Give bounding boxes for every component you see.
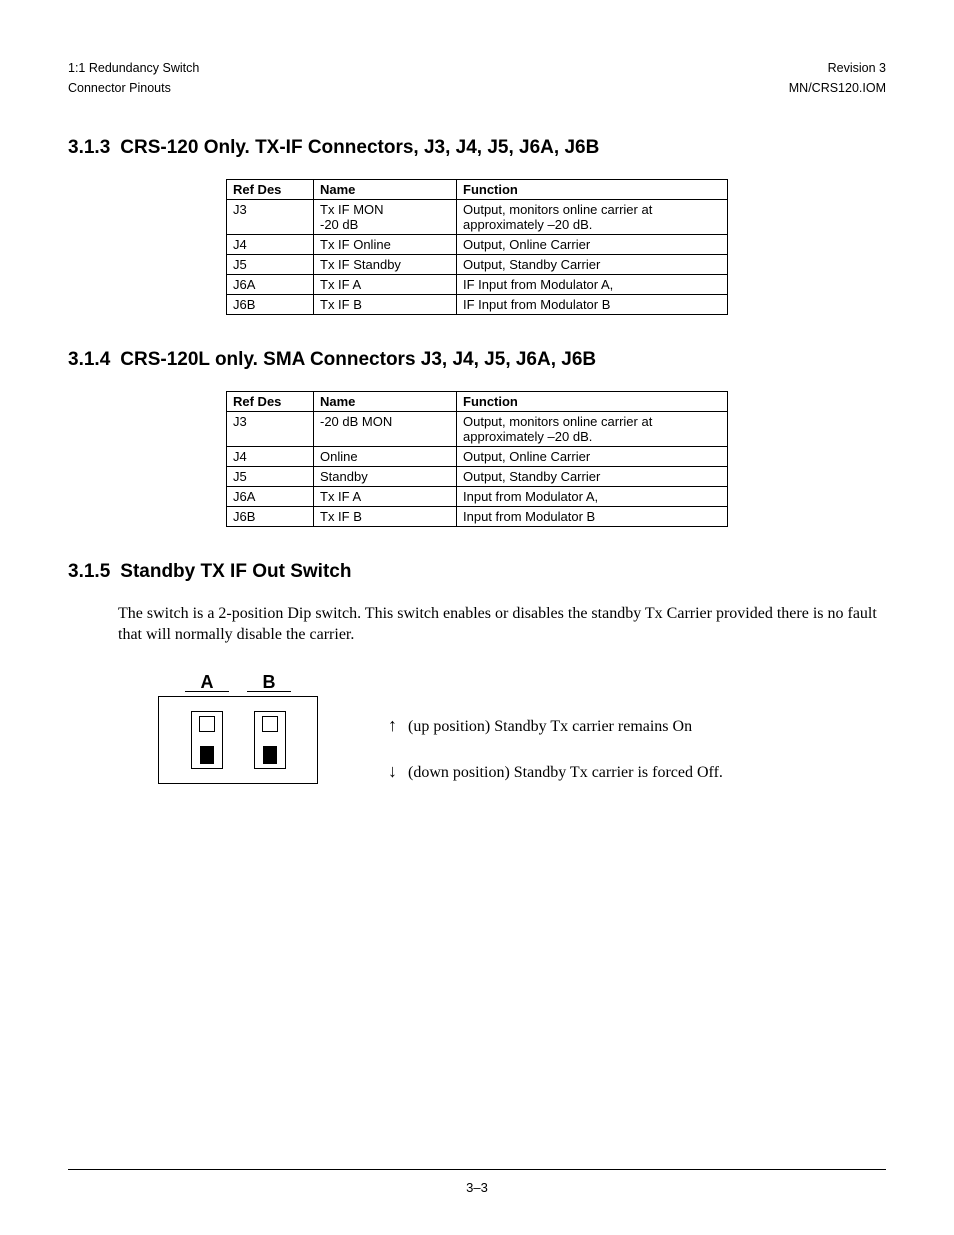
arrow-down-icon: ↓ (388, 748, 404, 795)
page-footer: 3–3 (68, 1169, 886, 1195)
heading-3-1-4: 3.1.4 CRS-120L only. SMA Connectors J3, … (68, 349, 886, 371)
th-func: Function (457, 391, 728, 411)
cell-name: Tx IF Standby (314, 254, 457, 274)
cell-refdes: J5 (227, 466, 314, 486)
th-name: Name (314, 179, 457, 199)
page-container: 1:1 Redundancy Switch Revision 3 Connect… (0, 0, 954, 1235)
cell-function: Output, Standby Carrier (457, 254, 728, 274)
heading-num-315: 3.1.5 (68, 561, 110, 583)
cell-name: -20 dB MON (314, 411, 457, 446)
th-refdes: Ref Des (227, 179, 314, 199)
th-name: Name (314, 391, 457, 411)
header-left-2: Connector Pinouts (68, 80, 171, 96)
cell-name: Tx IF Online (314, 234, 457, 254)
table-313: Ref Des Name Function J3Tx IF MON -20 dB… (226, 179, 728, 315)
dip-slider-bottom-b (263, 746, 277, 764)
cell-name: Tx IF A (314, 274, 457, 294)
table-row: J6BTx IF BInput from Modulator B (227, 506, 728, 526)
header-left-1: 1:1 Redundancy Switch (68, 60, 199, 76)
cell-name: Online (314, 446, 457, 466)
header-row-1: 1:1 Redundancy Switch Revision 3 (68, 60, 886, 76)
cell-refdes: J6B (227, 506, 314, 526)
cell-name: Tx IF B (314, 294, 457, 314)
cell-name: Tx IF MON -20 dB (314, 199, 457, 234)
cell-refdes: J3 (227, 199, 314, 234)
table-314-body: J3-20 dB MONOutput, monitors online carr… (227, 411, 728, 526)
cell-function: Input from Modulator B (457, 506, 728, 526)
cell-name: Tx IF A (314, 486, 457, 506)
table-row: J5StandbyOutput, Standby Carrier (227, 466, 728, 486)
heading-num-313: 3.1.3 (68, 137, 110, 159)
table-row: J6ATx IF AIF Input from Modulator A, (227, 274, 728, 294)
cell-refdes: J3 (227, 411, 314, 446)
cell-function: Output, monitors online carrier at appro… (457, 199, 728, 234)
dip-slot-b (254, 711, 286, 769)
heading-title-313: CRS-120 Only. TX-IF Connectors, J3, J4, … (120, 137, 599, 159)
cell-function: Input from Modulator A, (457, 486, 728, 506)
switch-figure-row: A B ↑ (up position) Stand (158, 672, 886, 796)
switch-up-text: (up position) Standby Tx carrier remains… (408, 718, 692, 735)
cell-function: IF Input from Modulator B (457, 294, 728, 314)
page-header: 1:1 Redundancy Switch Revision 3 Connect… (68, 60, 886, 97)
table-row: J6ATx IF AInput from Modulator A, (227, 486, 728, 506)
switch-down-text: (down position) Standby Tx carrier is fo… (408, 764, 723, 781)
dip-underline-b (247, 691, 291, 692)
header-right-1: Revision 3 (828, 60, 886, 76)
dip-underline-a (185, 691, 229, 692)
cell-refdes: J6B (227, 294, 314, 314)
cell-refdes: J6A (227, 274, 314, 294)
dip-outer-frame (158, 696, 318, 784)
cell-function: Output, monitors online carrier at appro… (457, 411, 728, 446)
switch-description: ↑ (up position) Standby Tx carrier remai… (388, 672, 723, 796)
dip-label-b: B (263, 672, 276, 693)
table-314: Ref Des Name Function J3-20 dB MONOutput… (226, 391, 728, 527)
dip-slot-a (191, 711, 223, 769)
body-text-315: The switch is a 2-position Dip switch. T… (118, 603, 886, 646)
th-refdes: Ref Des (227, 391, 314, 411)
heading-num-314: 3.1.4 (68, 349, 110, 371)
table-313-body: J3Tx IF MON -20 dBOutput, monitors onlin… (227, 199, 728, 314)
dip-slider-top-a (199, 716, 215, 732)
heading-3-1-5: 3.1.5 Standby TX IF Out Switch (68, 561, 886, 583)
table-header-row: Ref Des Name Function (227, 179, 728, 199)
dip-slider-bottom-a (200, 746, 214, 764)
cell-refdes: J4 (227, 234, 314, 254)
switch-down-line: ↓ (down position) Standby Tx carrier is … (388, 748, 723, 795)
cell-refdes: J4 (227, 446, 314, 466)
heading-3-1-3: 3.1.3 CRS-120 Only. TX-IF Connectors, J3… (68, 137, 886, 159)
cell-function: IF Input from Modulator A, (457, 274, 728, 294)
table-row: J3Tx IF MON -20 dBOutput, monitors onlin… (227, 199, 728, 234)
th-func: Function (457, 179, 728, 199)
switch-up-line: ↑ (up position) Standby Tx carrier remai… (388, 702, 723, 749)
heading-title-314: CRS-120L only. SMA Connectors J3, J4, J5… (120, 349, 596, 371)
cell-function: Output, Standby Carrier (457, 466, 728, 486)
arrow-up-icon: ↑ (388, 702, 404, 749)
table-row: J6BTx IF BIF Input from Modulator B (227, 294, 728, 314)
cell-refdes: J6A (227, 486, 314, 506)
table-row: J4OnlineOutput, Online Carrier (227, 446, 728, 466)
heading-title-315: Standby TX IF Out Switch (120, 561, 351, 583)
header-right-2: MN/CRS120.IOM (789, 80, 886, 96)
table-row: J3-20 dB MONOutput, monitors online carr… (227, 411, 728, 446)
dip-label-underlines (158, 691, 318, 692)
cell-refdes: J5 (227, 254, 314, 274)
dip-slider-top-b (262, 716, 278, 732)
table-row: J5Tx IF StandbyOutput, Standby Carrier (227, 254, 728, 274)
table-row: J4Tx IF OnlineOutput, Online Carrier (227, 234, 728, 254)
table-header-row: Ref Des Name Function (227, 391, 728, 411)
cell-name: Standby (314, 466, 457, 486)
cell-name: Tx IF B (314, 506, 457, 526)
page-number: 3–3 (466, 1180, 488, 1195)
dip-labels: A B (158, 672, 318, 693)
cell-function: Output, Online Carrier (457, 446, 728, 466)
header-row-2: Connector Pinouts MN/CRS120.IOM (68, 80, 886, 96)
dip-switch-diagram: A B (158, 672, 318, 780)
cell-function: Output, Online Carrier (457, 234, 728, 254)
dip-label-a: A (201, 672, 214, 693)
